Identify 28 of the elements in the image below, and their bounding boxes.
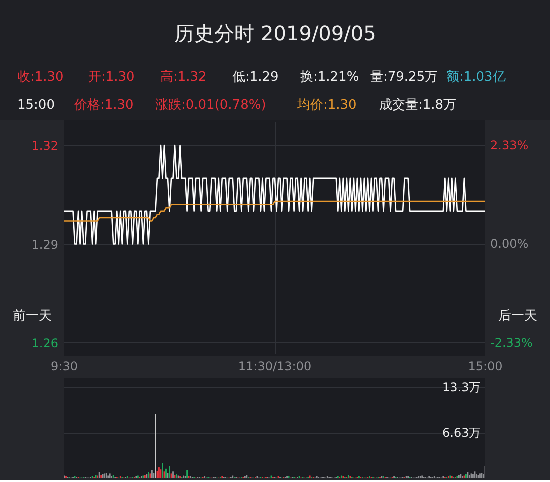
line-series [64,144,485,245]
y-tick-label: 13.3万 [442,380,482,394]
text: 收:1.30 [18,70,64,85]
text: 后一天 [498,309,538,324]
text: 成交量:1.8万 [380,97,457,113]
x-tick-label: 9:30 [51,360,78,374]
text: 15:00 [18,98,55,113]
y2-tick-label: -2.33% [490,336,533,350]
text: 均价:1.30 [296,98,357,113]
text: 开:1.30 [88,70,135,85]
y-tick-label: 6.63万 [442,426,482,440]
text: 量:79.25万 [370,70,438,85]
x-tick-label: 11:30/13:00 [238,360,312,374]
text: 高:1.32 [160,69,207,85]
y-tick-label: 1.32 [32,139,58,154]
y2-tick-label: 0.00% [490,237,529,252]
y2-tick-label: 2.33% [490,138,529,152]
text: 额:1.03亿 [446,70,506,85]
chart-title: 历史分时 2019/09/05 [174,22,376,46]
y-tick-label: 1.26 [32,336,58,350]
text: 换:1.21% [300,70,360,85]
text: 涨跌:0.01(0.78%) [156,98,266,113]
x-tick-label: 15:00 [468,360,503,374]
y-tick-label: 1.29 [32,238,58,252]
text: 价格:1.30 [74,98,134,113]
line-series [64,200,485,222]
text: 前一天 [13,309,52,324]
text: 低:1.29 [232,70,279,85]
